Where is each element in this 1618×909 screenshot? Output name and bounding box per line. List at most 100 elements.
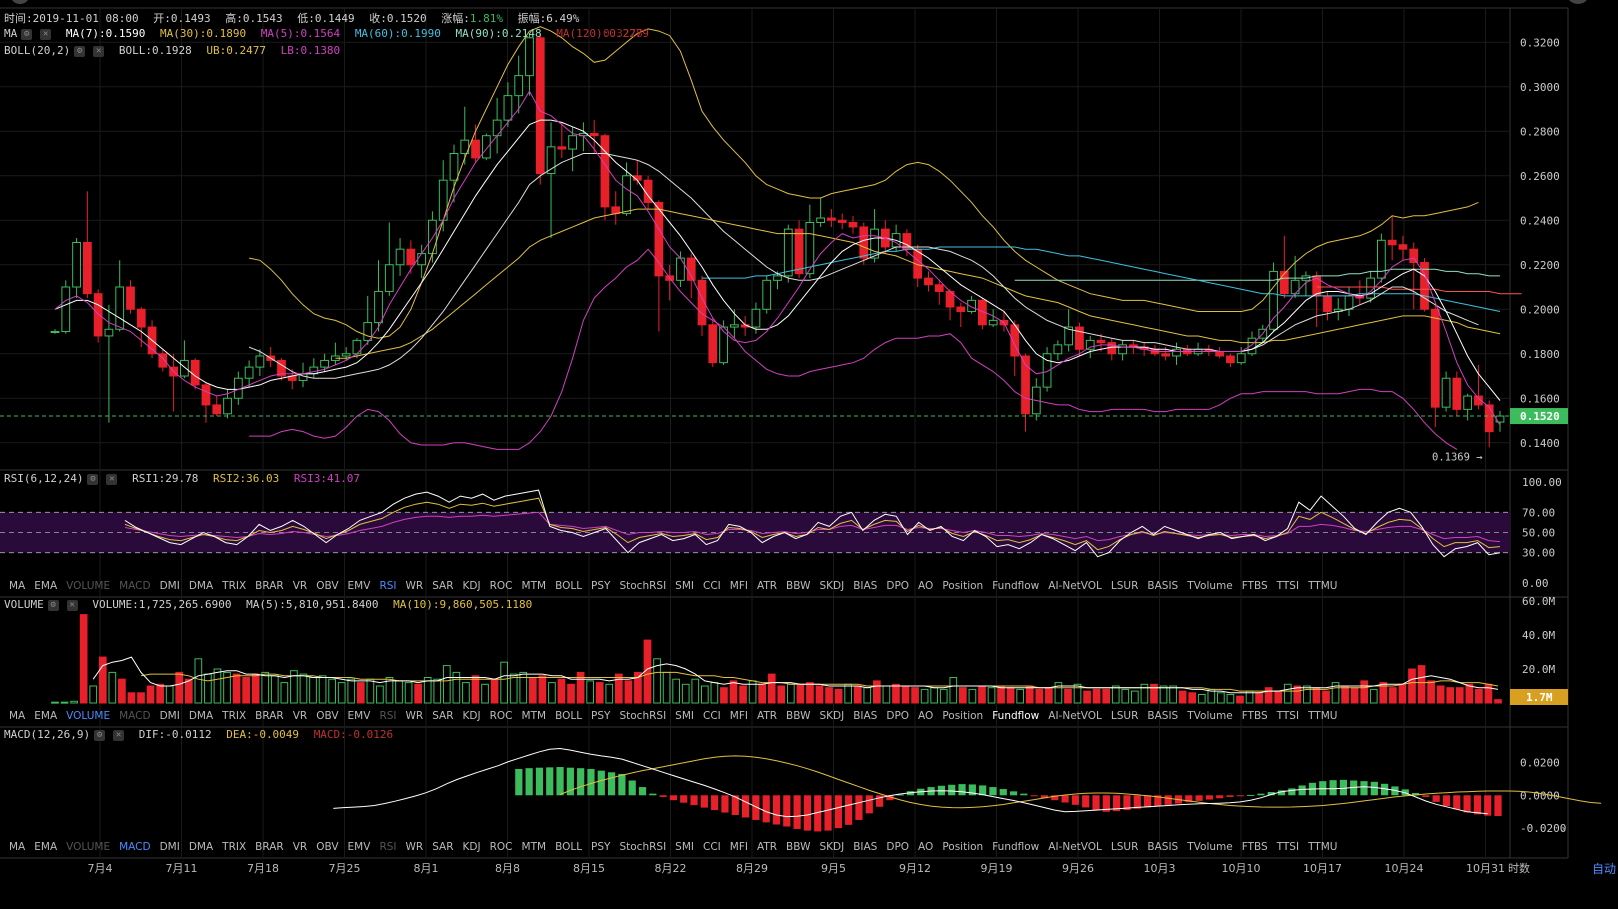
tab-position[interactable]: Position (942, 841, 984, 853)
tab-bias[interactable]: BIAS (853, 710, 878, 722)
tab-macd[interactable]: MACD (119, 841, 151, 853)
tab-obv[interactable]: OBV (316, 841, 339, 853)
tab-boll[interactable]: BOLL (555, 580, 583, 592)
tab-stochrsi[interactable]: StochRSI (619, 580, 667, 592)
tab-macd[interactable]: MACD (119, 580, 151, 592)
tab-vr[interactable]: VR (292, 710, 308, 722)
tab-stochrsi[interactable]: StochRSI (619, 841, 667, 853)
tab-volume[interactable]: VOLUME (66, 841, 111, 853)
tab-trix[interactable]: TRIX (222, 710, 247, 722)
tab-bias[interactable]: BIAS (853, 580, 878, 592)
boll-settings-icon[interactable]: ⚙ (74, 45, 86, 57)
tab-roc[interactable]: ROC (489, 580, 513, 592)
tab-dma[interactable]: DMA (188, 710, 214, 722)
macd-close-icon[interactable]: ✕ (113, 729, 125, 741)
tab-ftbs[interactable]: FTBS (1241, 710, 1268, 722)
tab-smi[interactable]: SMI (675, 841, 694, 853)
volume-close-icon[interactable]: ✕ (66, 599, 78, 611)
tab-lsur[interactable]: LSUR (1110, 580, 1139, 592)
scroll-right-icon[interactable]: › (1560, 822, 1567, 835)
volume-settings-icon[interactable]: ⚙ (47, 599, 59, 611)
tab-roc[interactable]: ROC (489, 841, 513, 853)
tab-bbw[interactable]: BBW (786, 710, 811, 722)
tab-boll[interactable]: BOLL (555, 841, 583, 853)
tab-ema[interactable]: EMA (34, 841, 58, 853)
tab-dpo[interactable]: DPO (886, 841, 910, 853)
tab-dmi[interactable]: DMI (159, 841, 180, 853)
tab-atr[interactable]: ATR (756, 710, 778, 722)
tab-position[interactable]: Position (942, 710, 984, 722)
tab-mtm[interactable]: MTM (521, 580, 547, 592)
tab-brar[interactable]: BRAR (255, 841, 284, 853)
tab-psy[interactable]: PSY (591, 710, 611, 722)
tab-fundflow[interactable]: Fundflow (992, 580, 1040, 592)
tab-ttsi[interactable]: TTSI (1276, 841, 1300, 853)
tab-volume[interactable]: VOLUME (66, 580, 111, 592)
tab-bbw[interactable]: BBW (786, 580, 811, 592)
tab-ttsi[interactable]: TTSI (1276, 580, 1300, 592)
tab-ma[interactable]: MA (9, 710, 26, 722)
tab-vr[interactable]: VR (292, 841, 308, 853)
tab-atr[interactable]: ATR (756, 580, 778, 592)
boll-close-icon[interactable]: ✕ (93, 45, 105, 57)
ma-close-icon[interactable]: ✕ (40, 28, 52, 40)
tab-rsi[interactable]: RSI (379, 580, 397, 592)
tab-skdj[interactable]: SKDJ (819, 841, 845, 853)
tab-ftbs[interactable]: FTBS (1241, 580, 1268, 592)
tab-ema[interactable]: EMA (34, 580, 58, 592)
tab-mtm[interactable]: MTM (521, 710, 547, 722)
tab-lsur[interactable]: LSUR (1110, 710, 1139, 722)
tab-rsi[interactable]: RSI (379, 710, 397, 722)
tab-wr[interactable]: WR (405, 580, 424, 592)
tab-ttsi[interactable]: TTSI (1276, 710, 1300, 722)
tab-basis[interactable]: BASIS (1147, 710, 1179, 722)
tab-mfi[interactable]: MFI (729, 841, 748, 853)
tab-dma[interactable]: DMA (188, 841, 214, 853)
tab-ai-netvol[interactable]: AI-NetVOL (1048, 580, 1102, 592)
tab-sar[interactable]: SAR (432, 580, 454, 592)
tab-kdj[interactable]: KDJ (462, 710, 481, 722)
tab-obv[interactable]: OBV (316, 580, 339, 592)
tab-basis[interactable]: BASIS (1147, 841, 1179, 853)
tab-emv[interactable]: EMV (347, 841, 371, 853)
tab-mfi[interactable]: MFI (729, 710, 748, 722)
tab-kdj[interactable]: KDJ (462, 580, 481, 592)
ma-settings-icon[interactable]: ⚙ (21, 28, 33, 40)
tab-emv[interactable]: EMV (347, 710, 371, 722)
auto-scale-button[interactable]: 自动 (1591, 862, 1616, 876)
tab-boll[interactable]: BOLL (555, 710, 583, 722)
tab-atr[interactable]: ATR (756, 841, 778, 853)
tab-skdj[interactable]: SKDJ (819, 710, 845, 722)
tab-volume[interactable]: VOLUME (66, 710, 111, 722)
tab-dma[interactable]: DMA (188, 580, 214, 592)
tab-ma[interactable]: MA (9, 841, 26, 853)
tab-brar[interactable]: BRAR (255, 710, 284, 722)
tab-wr[interactable]: WR (405, 841, 424, 853)
tab-sar[interactable]: SAR (432, 710, 454, 722)
tab-trix[interactable]: TRIX (222, 580, 247, 592)
tab-ao[interactable]: AO (918, 841, 934, 853)
tab-tvolume[interactable]: TVolume (1187, 710, 1233, 722)
tab-bbw[interactable]: BBW (786, 841, 811, 853)
tab-dpo[interactable]: DPO (886, 710, 910, 722)
tab-roc[interactable]: ROC (489, 710, 513, 722)
tab-rsi[interactable]: RSI (379, 841, 397, 853)
tab-ai-netvol[interactable]: AI-NetVOL (1048, 841, 1102, 853)
tab-dmi[interactable]: DMI (159, 710, 180, 722)
tab-lsur[interactable]: LSUR (1110, 841, 1139, 853)
tab-mfi[interactable]: MFI (729, 580, 748, 592)
tab-obv[interactable]: OBV (316, 710, 339, 722)
tab-emv[interactable]: EMV (347, 580, 371, 592)
macd-settings-icon[interactable]: ⚙ (94, 729, 106, 741)
tab-basis[interactable]: BASIS (1147, 580, 1179, 592)
tab-fundflow[interactable]: Fundflow (992, 841, 1040, 853)
tab-ao[interactable]: AO (918, 710, 934, 722)
tab-ai-netvol[interactable]: AI-NetVOL (1048, 710, 1102, 722)
tab-position[interactable]: Position (942, 580, 984, 592)
tab-tvolume[interactable]: TVolume (1187, 580, 1233, 592)
tab-psy[interactable]: PSY (591, 580, 611, 592)
tab-smi[interactable]: SMI (675, 580, 694, 592)
tab-dpo[interactable]: DPO (886, 580, 910, 592)
tab-wr[interactable]: WR (405, 710, 424, 722)
